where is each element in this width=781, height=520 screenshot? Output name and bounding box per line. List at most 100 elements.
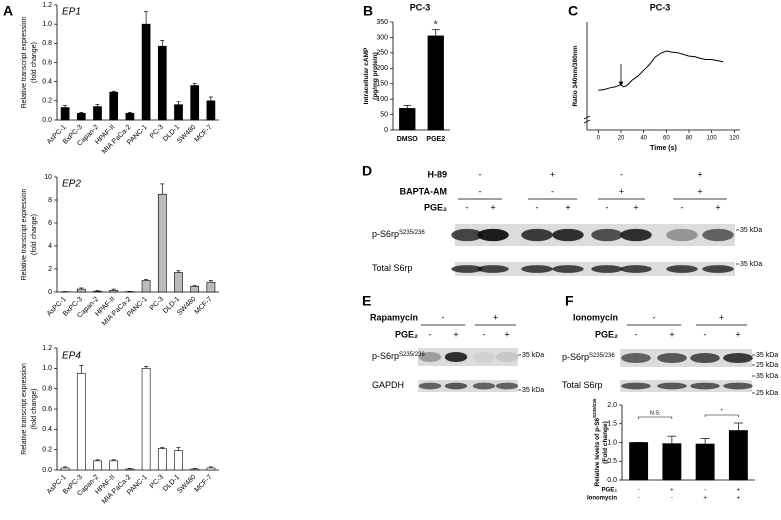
y-axis-label-text: Relative transcript expression [21,16,28,108]
y-tick-label: 100 [376,96,388,103]
x-tick-label: SW480 [176,296,197,317]
blot-band [418,351,442,363]
blot-row-label-text: GAPDH [372,380,404,390]
condition-sign: + [737,488,741,494]
y-tick-label: 1.0 [42,365,52,372]
y-tick-label: 0.5 [607,458,617,465]
blot-band [477,228,509,242]
treatment-name: BAPTA-AM [400,186,447,196]
y-axis-label: (fold change) [31,389,38,430]
y-tick-label: 0.6 [42,59,52,66]
blot-band [621,382,651,390]
bracket [638,416,673,419]
y-tick-label: 0.8 [42,386,52,393]
treatment-sign: + [735,329,740,339]
blot-row-label: p-S6rpS235/236 [372,351,425,361]
y-tick-label: 1.2 [42,345,52,352]
y-tick-label: 4 [48,243,52,250]
x-tick-label: MCF-7 [194,296,214,316]
bar [141,368,151,471]
y-axis-label: Ratio 340nm/380nm [572,45,579,106]
bar [206,100,216,121]
blot-band [591,265,623,273]
treatment-sign: + [697,169,702,179]
y-tick-label: 0 [48,289,52,296]
treatment-sign: - [653,312,656,322]
x-tick-label: PGE2 [426,136,445,143]
x-tick-label: 120 [729,136,740,142]
y-axis-label-text: Ratio 340nm/380nm [572,45,579,106]
treatment-sign: + [490,202,495,212]
condition-name: PGE₂ [602,488,618,494]
y-tick-label: 200 [376,65,388,72]
y-axis-label-text: (fold change) [31,389,38,430]
bar [728,430,748,481]
treatment-sign: + [619,186,624,196]
bar [206,467,216,471]
blot-row-label-text: p-S6rp [372,229,399,239]
y-tick-label: 6 [48,220,52,227]
treatment-name: PGE₂ [395,329,418,339]
y-tick-label: 150 [376,81,388,88]
y-tick-label: 0.0 [42,467,52,474]
treatment-sign: - [483,329,486,339]
treatment-sign: + [493,312,498,322]
x-tick-label: 20 [618,136,625,142]
blot-band [472,382,496,390]
y-axis-label: Relative transcript expression [21,363,28,455]
blot-band [690,352,720,364]
blot-row-label-text: p-S6rp [562,352,589,362]
treatment-sign: - [466,202,469,212]
marker-label: 35 kDa [740,227,762,234]
y-axis-label-sup: S235/236 [592,398,597,418]
significance: * [721,408,724,414]
bar [190,85,200,121]
condition-sign: + [737,496,741,502]
y-tick-label: 10 [44,174,52,181]
blot-band [495,382,519,390]
y-tick-label: 1.0 [607,439,617,446]
bar [93,290,102,293]
blot-band [657,352,687,364]
panel-letter: B [363,3,373,19]
marker-label: 25 kDa [756,362,778,369]
treatment-sign: - [479,186,482,196]
marker-label: 35 kDa [756,352,778,359]
blot-row-label-text: Total S6rp [562,380,603,390]
y-axis-label: (pg/mg protein) [372,52,379,100]
blot-band [666,228,698,242]
marker-label: 35 kDa [522,387,544,394]
bar [60,467,70,471]
treatment-sign: - [704,329,707,339]
bar [93,106,102,121]
treatment-sign: + [633,202,638,212]
blot-band [723,352,753,364]
y-tick-label: 250 [376,50,388,57]
y-tick-label: 1.5 [607,421,617,428]
blot-band [451,265,483,273]
y-tick-label: 0.0 [42,117,52,124]
treatment-sign: - [429,329,432,339]
bar [141,280,151,293]
bar [157,193,167,293]
bar [93,460,102,471]
marker-label: 25 kDa [756,390,778,397]
y-axis-label: (fold change) [31,42,38,83]
bar [174,272,183,293]
blot-row-label-sup: S235/236 [589,353,615,359]
treatment-sign: - [536,202,539,212]
treatment-sign: + [565,202,570,212]
condition-sign: + [670,488,674,494]
y-axis-label: Relative transcript expression [21,188,28,280]
significance: * [434,19,438,30]
panel-letter: F [565,293,574,309]
y-tick-label: 8 [48,197,52,204]
treatment-name: Rapamycin [370,312,418,322]
blot-band [621,352,651,364]
x-tick-label: MCF-7 [194,124,214,144]
blot-row-label: GAPDH [372,380,404,390]
significance: N.S. [650,410,661,416]
y-tick-label: 0.4 [42,79,52,86]
bar [190,468,200,471]
x-tick-label: DMSO [397,136,419,143]
